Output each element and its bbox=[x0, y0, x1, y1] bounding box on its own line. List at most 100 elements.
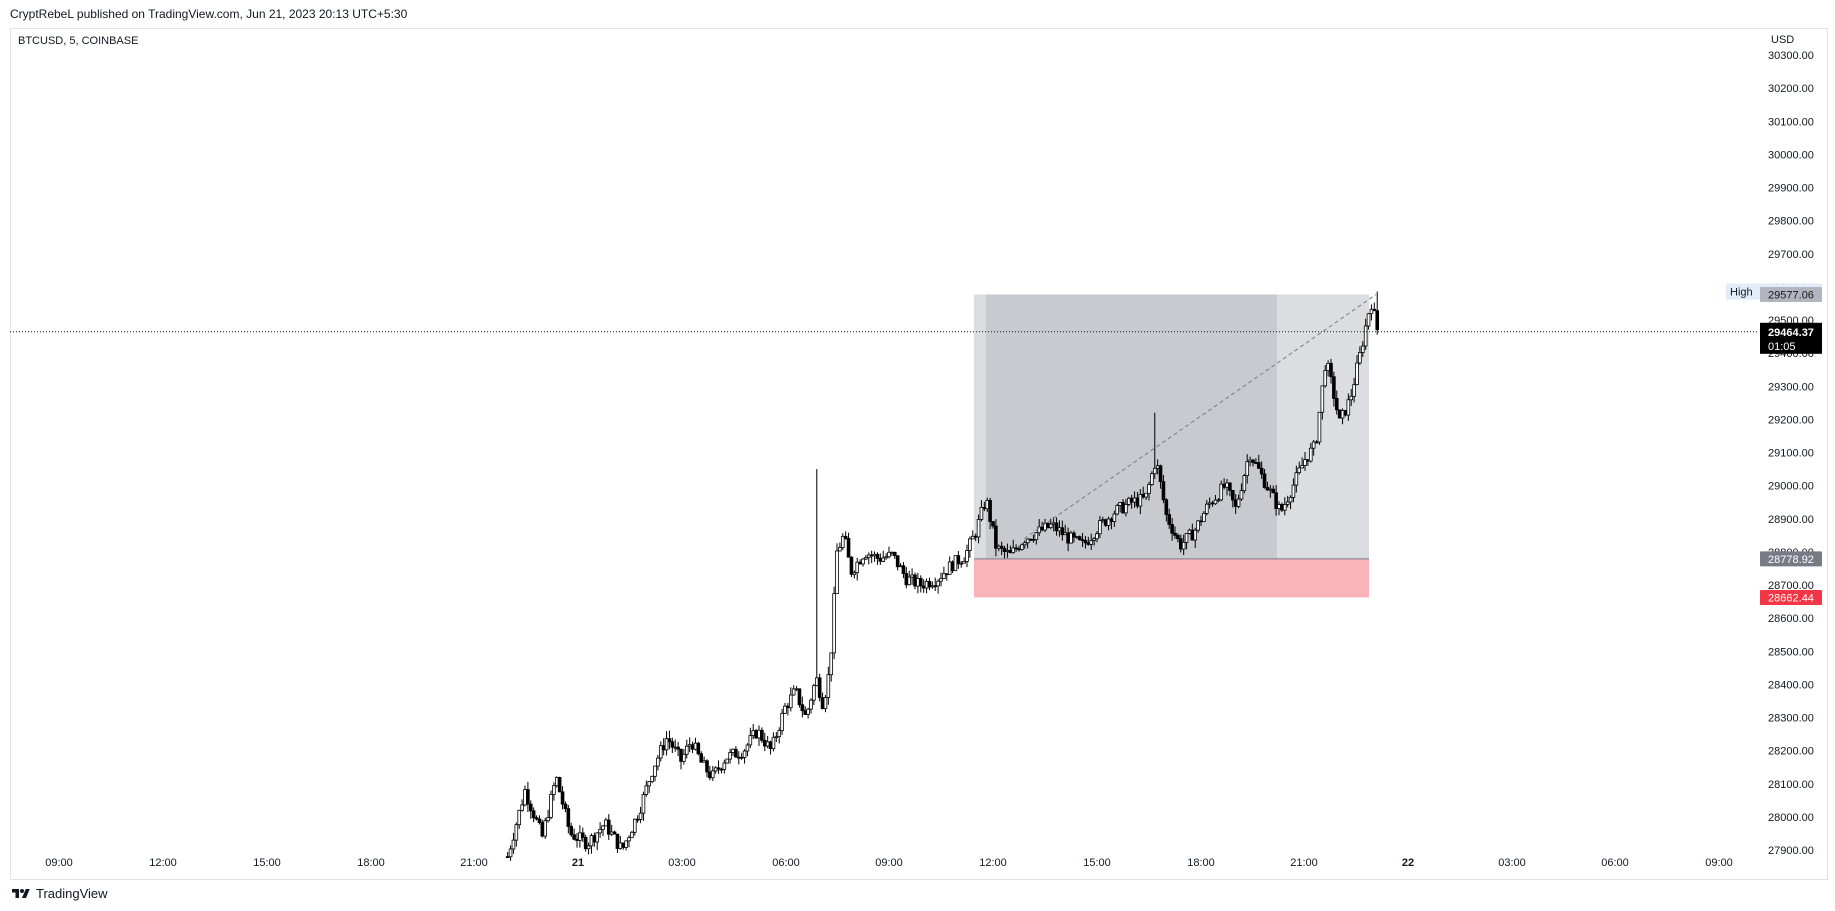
candle-body bbox=[1115, 505, 1120, 515]
candle-body bbox=[1355, 362, 1359, 386]
candle-body bbox=[1202, 512, 1206, 522]
candle-body bbox=[826, 674, 831, 698]
candle-body bbox=[1254, 462, 1258, 464]
candle-body bbox=[1242, 475, 1247, 492]
candle-body bbox=[933, 585, 938, 588]
candle-body bbox=[589, 835, 594, 847]
candle-body bbox=[699, 753, 704, 763]
candle-body bbox=[1124, 504, 1128, 514]
candle-body bbox=[598, 828, 602, 834]
price-tick-label: 29000.00 bbox=[1768, 481, 1814, 493]
candle-body bbox=[1098, 520, 1102, 535]
candle-body bbox=[757, 729, 761, 739]
price-tick-label: 28400.00 bbox=[1768, 679, 1814, 691]
candle-body bbox=[904, 573, 909, 586]
candle-body bbox=[1008, 550, 1013, 554]
candle-body bbox=[580, 832, 585, 838]
candle-body bbox=[682, 753, 686, 762]
time-tick-label: 12:00 bbox=[979, 857, 1007, 869]
candle-body bbox=[959, 562, 964, 565]
candle-body bbox=[1170, 524, 1174, 534]
candle-body bbox=[777, 730, 782, 738]
tradingview-logo-icon bbox=[12, 889, 30, 898]
candle-body bbox=[765, 741, 770, 747]
candle-body bbox=[601, 825, 605, 830]
time-tick-label: 18:00 bbox=[1187, 857, 1215, 869]
candle-body bbox=[751, 730, 756, 736]
price-axis[interactable]: 27900.00 28000.00 28100.00 28200.00 28300.00… bbox=[1768, 50, 1814, 857]
candle-body bbox=[1002, 547, 1007, 553]
candle-body bbox=[546, 817, 550, 822]
candle-body bbox=[968, 538, 972, 551]
candle-body bbox=[713, 767, 718, 772]
candle-body bbox=[901, 565, 906, 574]
candle-body bbox=[566, 808, 571, 827]
price-tick-label: 28500.00 bbox=[1768, 646, 1814, 658]
candle-body bbox=[864, 557, 868, 560]
candle-body bbox=[693, 742, 698, 750]
candle-body bbox=[1213, 499, 1218, 505]
candle-body bbox=[1025, 538, 1030, 544]
candle-body bbox=[1167, 514, 1172, 525]
candle-body bbox=[1196, 520, 1200, 531]
price-tick-label: 28000.00 bbox=[1768, 812, 1814, 824]
candle-body bbox=[1323, 370, 1328, 387]
candle-body bbox=[1372, 308, 1377, 312]
candle-body bbox=[520, 804, 524, 811]
candle-body bbox=[722, 762, 727, 770]
candle-body bbox=[1121, 502, 1125, 514]
price-tick-label: 29100.00 bbox=[1768, 448, 1814, 460]
candle-body bbox=[1178, 538, 1183, 550]
time-tick-label: 12:00 bbox=[149, 857, 177, 869]
candle-body bbox=[1100, 519, 1105, 522]
candle-body bbox=[1294, 472, 1299, 486]
candle-body bbox=[806, 708, 810, 715]
candle-body bbox=[1057, 527, 1062, 532]
time-tick-label: 03:00 bbox=[668, 857, 696, 869]
candle-body bbox=[890, 551, 894, 554]
position-tool[interactable] bbox=[973, 294, 1369, 598]
candle-body bbox=[1346, 399, 1351, 416]
candle-body bbox=[540, 822, 545, 837]
time-tick-label: 06:00 bbox=[772, 857, 800, 869]
candle-body bbox=[679, 748, 683, 762]
candle-body bbox=[1014, 547, 1018, 550]
price-tick-label: 28700.00 bbox=[1768, 580, 1814, 592]
candle-body bbox=[794, 688, 799, 691]
candle-body bbox=[552, 785, 556, 795]
candle-body bbox=[994, 525, 998, 549]
candle-body bbox=[840, 535, 845, 548]
candle-body bbox=[1187, 529, 1192, 534]
candle-body bbox=[979, 506, 984, 520]
stop-price-tag: 28662.44 bbox=[1768, 592, 1814, 604]
candle-body bbox=[1280, 504, 1284, 511]
candle-body bbox=[1228, 482, 1232, 491]
candle-body bbox=[985, 500, 990, 510]
candle-body bbox=[632, 818, 637, 833]
candle-body bbox=[563, 803, 568, 810]
candle-body bbox=[638, 812, 643, 820]
candle-body bbox=[508, 848, 513, 858]
candle-body bbox=[965, 550, 969, 562]
candle-body bbox=[1118, 502, 1122, 506]
candle-body bbox=[641, 794, 646, 814]
candle-body bbox=[1106, 518, 1111, 526]
symbol-info[interactable]: BTCUSD, 5, COINBASE bbox=[18, 35, 139, 47]
candle-body bbox=[592, 835, 597, 843]
time-axis[interactable]: 09:00 12:00 15:00 18:00 21:00 21 03:00 06:00 09:… bbox=[45, 857, 1733, 869]
footer-brand[interactable]: TradingView bbox=[10, 884, 108, 904]
candle-body bbox=[702, 760, 706, 763]
candle-body bbox=[664, 738, 669, 751]
candle-body bbox=[1326, 362, 1330, 371]
candle-body bbox=[1126, 497, 1131, 505]
candle-body bbox=[780, 712, 784, 731]
candle-body bbox=[1147, 484, 1151, 494]
candle-body bbox=[1352, 384, 1356, 397]
time-tick-label: 21:00 bbox=[1290, 857, 1318, 869]
candle-body bbox=[728, 752, 732, 760]
candle-body bbox=[991, 521, 995, 527]
chart-frame[interactable] bbox=[10, 28, 1828, 880]
time-tick-label: 21 bbox=[572, 857, 584, 869]
candle-body bbox=[1219, 483, 1224, 501]
